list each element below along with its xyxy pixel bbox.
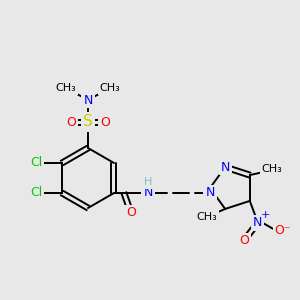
Text: CH₃: CH₃ — [197, 212, 218, 222]
Text: Cl: Cl — [30, 157, 42, 169]
Text: O: O — [100, 116, 110, 128]
Text: O: O — [66, 116, 76, 128]
Text: CH₃: CH₃ — [100, 83, 120, 93]
Text: O: O — [239, 234, 249, 248]
Text: CH₃: CH₃ — [261, 164, 282, 174]
Text: N: N — [220, 160, 230, 174]
Text: Cl: Cl — [30, 187, 42, 200]
Text: CH₃: CH₃ — [56, 83, 76, 93]
Text: N: N — [143, 187, 153, 200]
Text: O: O — [126, 206, 136, 220]
Text: O⁻: O⁻ — [274, 224, 291, 237]
Text: N: N — [253, 216, 262, 230]
Text: S: S — [83, 115, 93, 130]
Text: H: H — [144, 177, 152, 187]
Text: +: + — [261, 210, 271, 220]
Text: N: N — [205, 187, 215, 200]
Text: N: N — [83, 94, 93, 106]
